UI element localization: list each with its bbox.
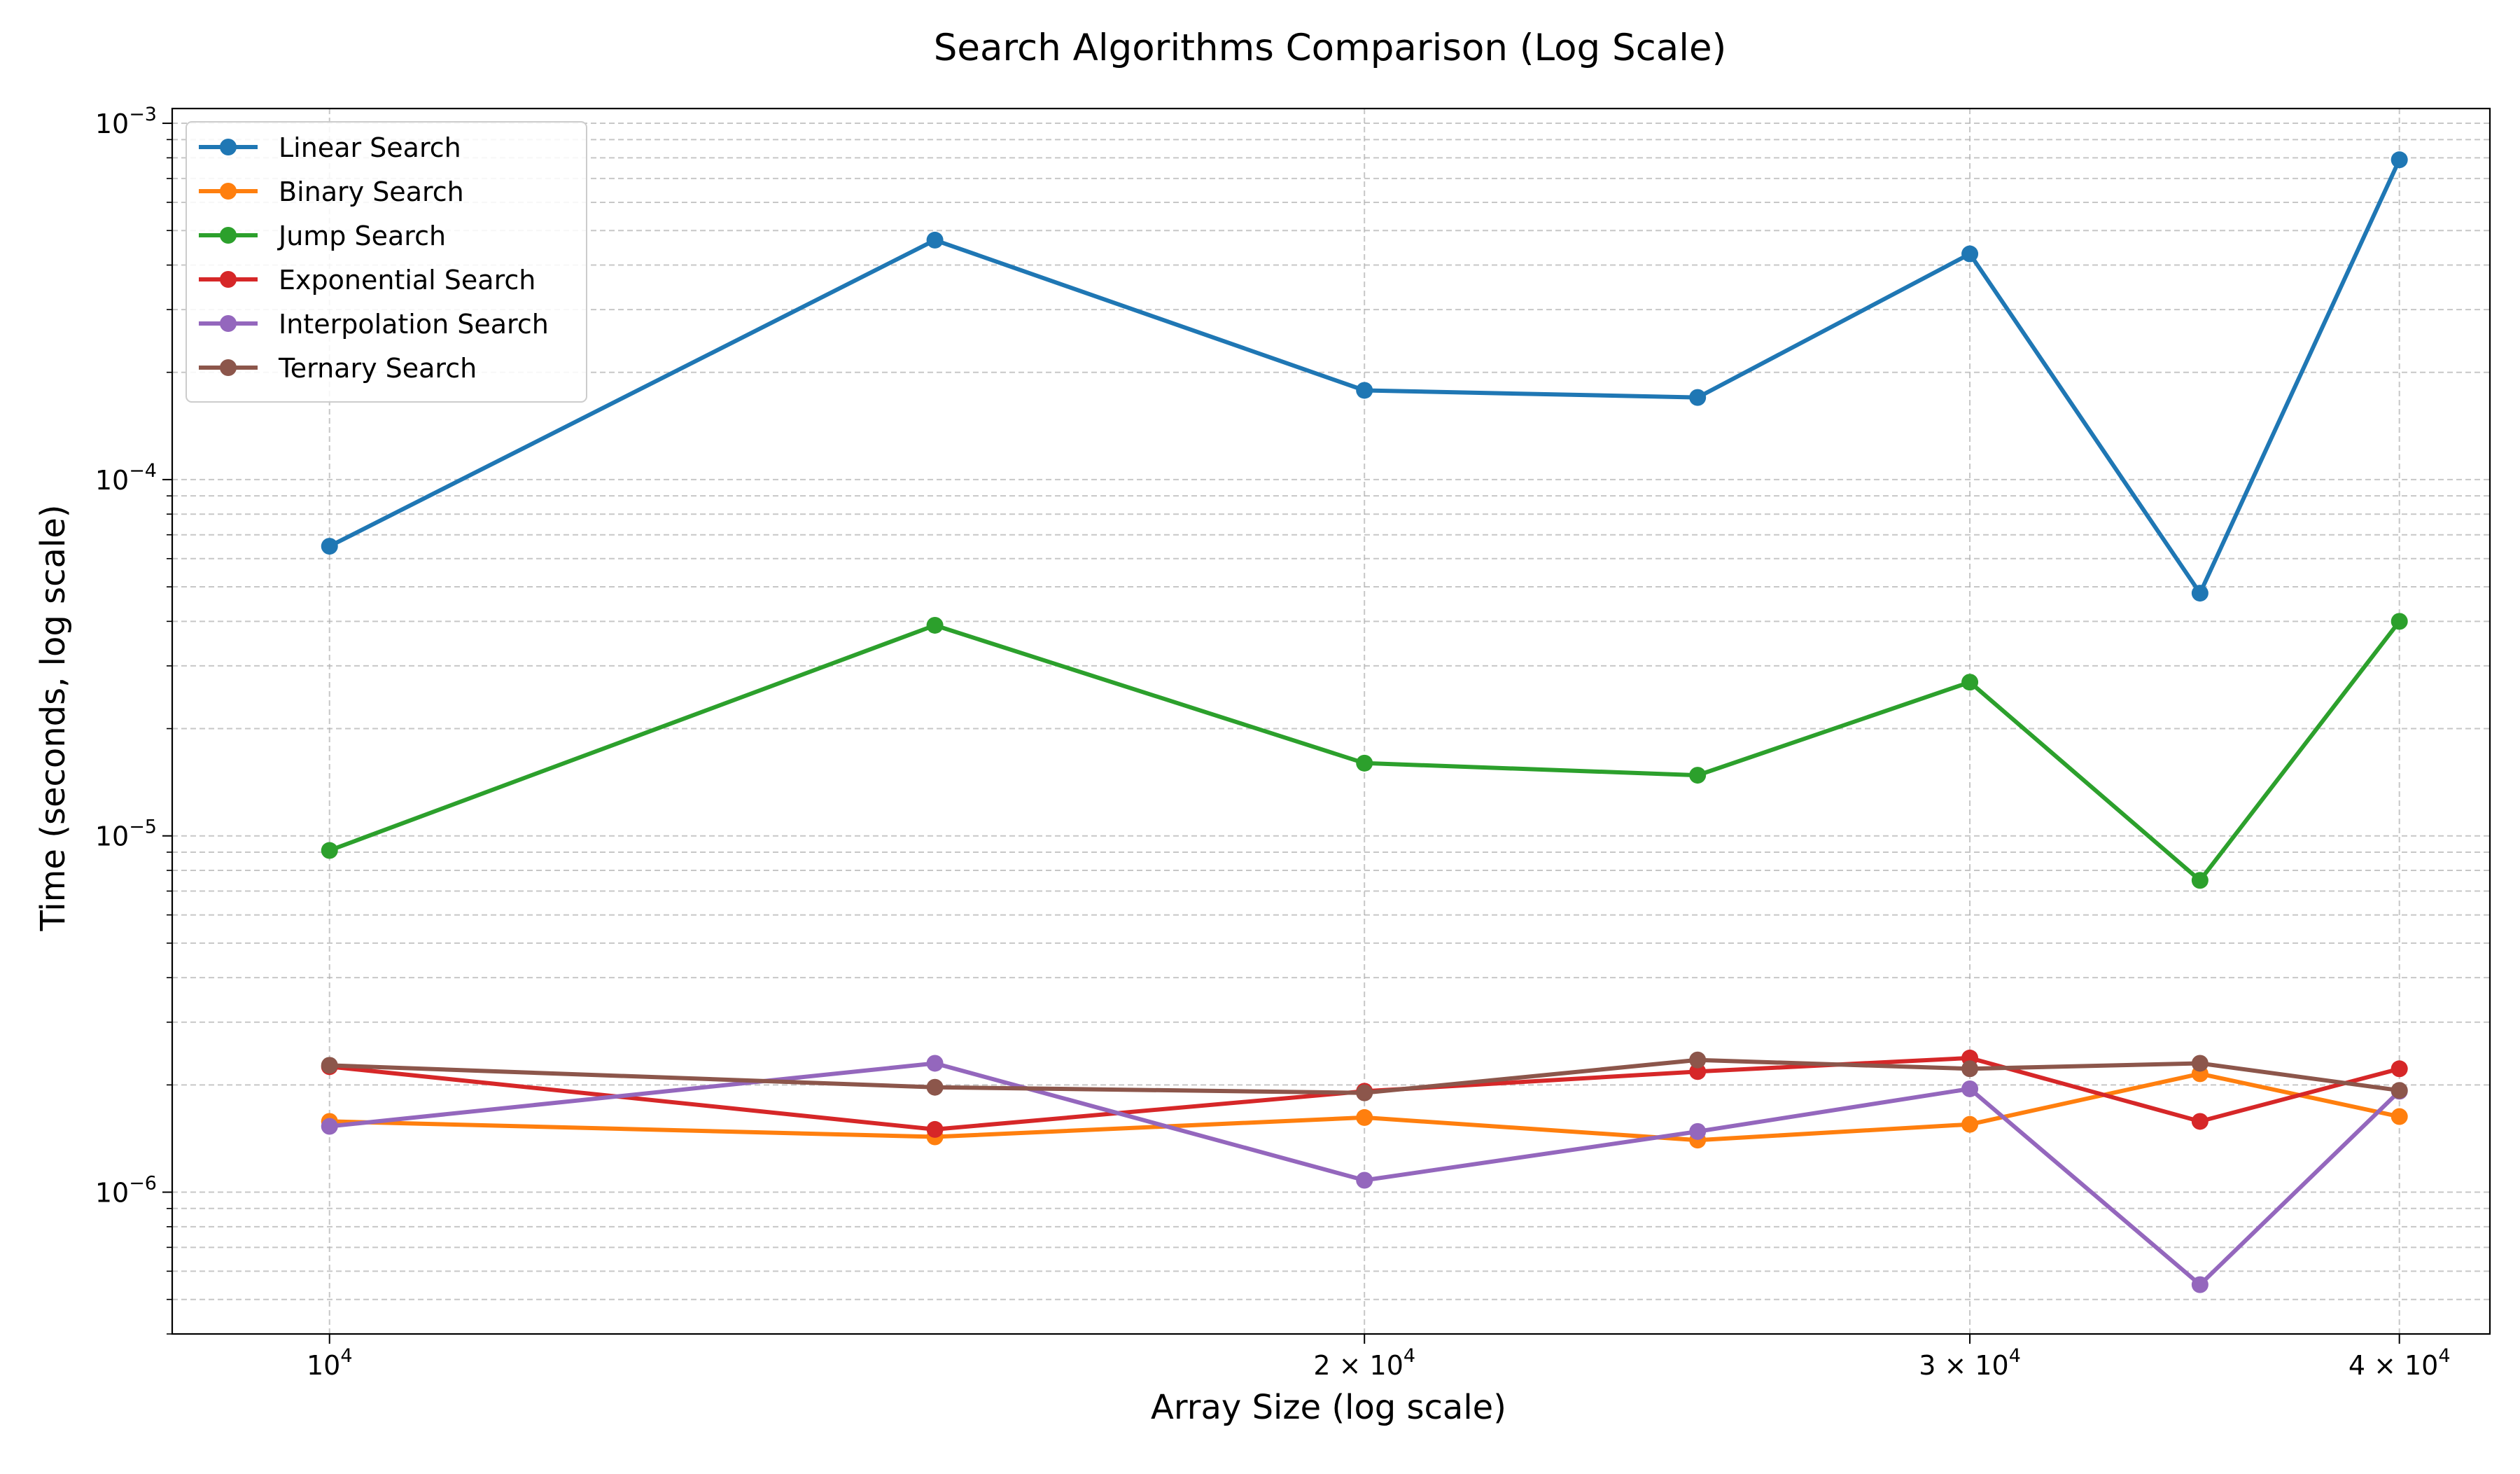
series-jump-search [321,613,2408,889]
data-point-exponential-search [2390,1060,2408,1078]
chart-title: Search Algorithms Comparison (Log Scale) [934,27,1727,69]
data-point-interpolation-search [1961,1080,1979,1097]
data-point-interpolation-search [321,1118,338,1135]
x-axis-label: Array Size (log scale) [1151,1388,1506,1427]
data-point-ternary-search [2390,1082,2408,1099]
data-point-ternary-search [1689,1051,1707,1069]
x-tick-label: 4 × 104 [2348,1345,2451,1381]
series-ternary-search [321,1051,2408,1101]
y-axis-label: Time (seconds, log scale) [34,505,73,932]
data-point-jump-search [321,842,338,859]
data-point-interpolation-search [1689,1122,1707,1140]
y-tick-label: 10−4 [95,460,157,496]
data-point-ternary-search [926,1078,944,1096]
legend-marker [220,139,237,155]
data-point-interpolation-search [2191,1276,2208,1293]
legend-label-linear-search: Linear Search [279,132,461,163]
data-point-binary-search [1356,1108,1373,1126]
data-point-linear-search [1961,245,1979,263]
data-point-linear-search [1689,389,1707,406]
y-tick-label: 10−6 [95,1173,157,1209]
data-point-ternary-search [321,1057,338,1074]
legend-marker [220,271,237,288]
x-tick-label: 3 × 104 [1919,1345,2021,1381]
series-linear-search [321,151,2408,602]
data-point-linear-search [1356,382,1373,399]
data-point-exponential-search [2191,1113,2208,1130]
legend: Linear Search Binary Search Jump Search Exp… [186,121,587,403]
data-point-linear-search [2191,585,2208,602]
data-point-binary-search [1961,1115,1979,1133]
data-point-interpolation-search [1356,1171,1373,1189]
legend-box [186,121,587,403]
data-point-ternary-search [2191,1055,2208,1072]
data-point-jump-search [1689,767,1707,784]
legend-label-interpolation-search: Interpolation Search [279,309,549,340]
data-point-exponential-search [1689,1063,1707,1080]
axis-ticks: 10−6 10−5 10−4 10−3 104 2 × 104 3 × 104 4 × 104 [95,104,2451,1381]
x-tick-label: 2 × 104 [1313,1345,1415,1381]
series-lines [321,151,2408,1293]
legend-label-ternary-search: Ternary Search [278,353,477,384]
data-point-linear-search [2390,151,2408,169]
data-point-jump-search [1356,754,1373,772]
y-tick-label: 10−3 [95,104,157,139]
plot-area-frame [171,107,2491,1335]
data-point-jump-search [2390,613,2408,630]
legend-label-jump-search: Jump Search [277,221,446,251]
data-point-interpolation-search [926,1055,944,1072]
legend-label-exponential-search: Exponential Search [279,265,536,296]
data-point-jump-search [2191,872,2208,889]
data-point-linear-search [926,231,944,249]
data-point-jump-search [1961,674,1979,691]
data-point-ternary-search [1961,1060,1979,1078]
data-point-linear-search [321,538,338,555]
legend-marker [220,183,237,200]
data-point-ternary-search [1356,1084,1373,1101]
y-tick-label: 10−5 [95,816,157,852]
legend-marker [220,359,237,376]
legend-label-binary-search: Binary Search [279,176,464,207]
data-point-binary-search [2390,1108,2408,1125]
x-tick-label: 104 [307,1345,353,1381]
legend-marker [220,227,237,244]
legend-marker [220,315,237,332]
data-point-jump-search [926,616,944,634]
data-point-exponential-search [926,1120,944,1138]
